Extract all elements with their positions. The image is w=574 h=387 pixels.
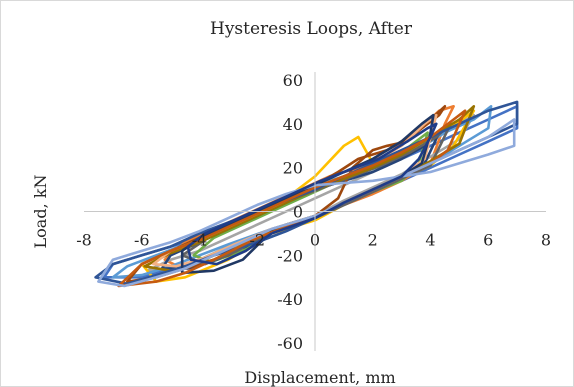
- x-tick-label: 2: [368, 231, 378, 250]
- series-layer: [94, 100, 519, 288]
- chart-title: Hysteresis Loops, After: [210, 19, 413, 39]
- x-tick-label: -4: [192, 231, 208, 250]
- x-tick-label: -2: [249, 231, 265, 250]
- x-tick-label: 8: [541, 231, 551, 250]
- y-tick-label: -40: [277, 290, 303, 309]
- x-tick-label: -6: [134, 231, 150, 250]
- y-tick-label: 20: [283, 159, 303, 178]
- x-tick-label: 6: [483, 231, 493, 250]
- x-tick-label: 0: [310, 231, 320, 250]
- y-tick-label: 0: [293, 203, 303, 222]
- series-loop-8: [126, 105, 447, 283]
- x-tick-label: -8: [76, 231, 92, 250]
- y-tick-label: -60: [277, 334, 303, 353]
- series-loop-16: [186, 122, 438, 266]
- series-loop-15: [97, 118, 516, 288]
- x-tick-label: 4: [425, 231, 435, 250]
- y-tick-label: 60: [283, 71, 303, 90]
- y-tick-label: 40: [283, 115, 303, 134]
- y-tick-label: -20: [277, 246, 303, 265]
- x-axis-title: Displacement, mm: [244, 368, 395, 387]
- y-axis-title: Load, kN: [31, 175, 50, 249]
